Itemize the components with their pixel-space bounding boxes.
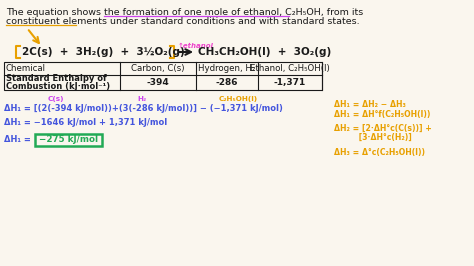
- Text: Hydrogen, H₂: Hydrogen, H₂: [198, 64, 255, 73]
- FancyBboxPatch shape: [36, 134, 102, 146]
- Text: ΔH₃ = Δ°c(C₂H₅OH(l)): ΔH₃ = Δ°c(C₂H₅OH(l)): [334, 148, 425, 157]
- Text: The equation shows the formation of one mole of ethanol, C₂H₅OH, from its: The equation shows the formation of one …: [6, 8, 363, 17]
- Text: ΔH₁ = ΔH°f(C₂H₅OH(l)): ΔH₁ = ΔH°f(C₂H₅OH(l)): [334, 110, 430, 119]
- Text: C(s): C(s): [48, 96, 64, 102]
- Text: Combustion (kJ·mol⁻¹): Combustion (kJ·mol⁻¹): [6, 82, 110, 91]
- Text: Chemical: Chemical: [6, 64, 46, 73]
- Text: ↑ethanol: ↑ethanol: [178, 43, 214, 49]
- Text: −275 kJ/mol: −275 kJ/mol: [39, 135, 99, 144]
- Bar: [4, 62, 322, 90]
- Text: -1,371: -1,371: [274, 78, 306, 87]
- Text: Carbon, C(s): Carbon, C(s): [131, 64, 185, 73]
- Text: ΔH₁ =: ΔH₁ =: [4, 135, 34, 144]
- Text: ΔH₁ = [(2(-394 kJ/mol))+(3(-286 kJ/mol))] − (−1,371 kJ/mol): ΔH₁ = [(2(-394 kJ/mol))+(3(-286 kJ/mol))…: [4, 104, 283, 113]
- Text: CH₃CH₂OH(l)  +  3O₂(g): CH₃CH₂OH(l) + 3O₂(g): [198, 47, 331, 57]
- Text: -286: -286: [216, 78, 238, 87]
- Text: 2C(s)  +  3H₂(g)  +  3½O₂(g): 2C(s) + 3H₂(g) + 3½O₂(g): [22, 47, 185, 57]
- Text: [3·ΔH°c(H₂)]: [3·ΔH°c(H₂)]: [334, 133, 412, 142]
- Text: H₂: H₂: [137, 96, 146, 102]
- Text: constituent elements under standard conditions and with standard states.: constituent elements under standard cond…: [6, 17, 360, 26]
- Text: C₂H₅OH(l): C₂H₅OH(l): [219, 96, 257, 102]
- Text: ΔH₁ = −1646 kJ/mol + 1,371 kJ/mol: ΔH₁ = −1646 kJ/mol + 1,371 kJ/mol: [4, 118, 167, 127]
- Text: Standard Enthalpy of: Standard Enthalpy of: [6, 74, 107, 83]
- Text: ΔH₂ = [2·ΔH°c(C(s))] +: ΔH₂ = [2·ΔH°c(C(s))] +: [334, 124, 432, 133]
- Text: Ethanol, C₂H₅OH(l): Ethanol, C₂H₅OH(l): [250, 64, 330, 73]
- Text: -394: -394: [146, 78, 169, 87]
- Text: ΔH₁ = ΔH₂ − ΔH₃: ΔH₁ = ΔH₂ − ΔH₃: [334, 100, 406, 109]
